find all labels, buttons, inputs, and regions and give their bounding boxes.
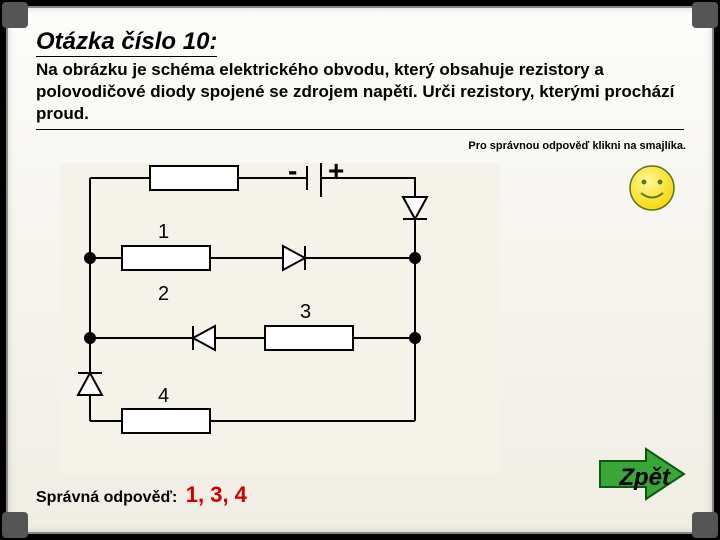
resistor-4-label: 4 [158, 385, 169, 408]
back-button[interactable] [596, 445, 688, 508]
resistor-3-label: 3 [300, 301, 311, 324]
answer-label: Správná odpověď: [36, 489, 177, 506]
battery-neg: - [288, 155, 297, 187]
circuit-diagram: 1 2 3 4 - + [60, 163, 480, 463]
smiley-icon [628, 164, 676, 212]
resistor-1-label: 1 [158, 221, 169, 244]
question-text: Na obrázku je schéma elektrického obvodu… [36, 59, 684, 125]
question-title: Otázka číslo 10: [36, 28, 217, 57]
divider [36, 129, 684, 130]
smiley-button[interactable] [628, 164, 676, 217]
resistor-2-label: 2 [158, 283, 169, 306]
arrow-right-icon [596, 445, 688, 503]
battery-pos: + [328, 155, 344, 187]
hint-text: Pro správnou odpověď klikni na smajlíka. [468, 140, 686, 152]
answer-value: 1, 3, 4 [186, 482, 247, 507]
